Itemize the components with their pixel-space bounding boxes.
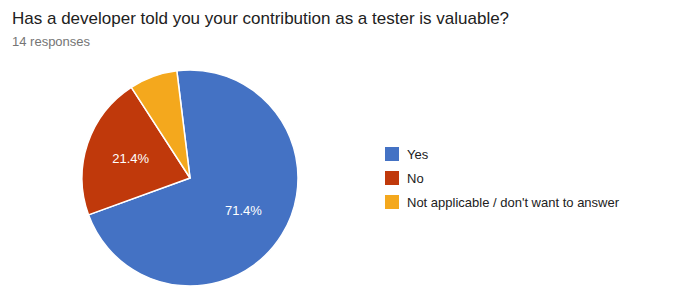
legend-swatch [385, 195, 399, 209]
legend-swatch [385, 147, 399, 161]
legend-label: Yes [407, 147, 429, 162]
pie [82, 70, 298, 286]
title: Has a developer told you your contributi… [12, 9, 509, 28]
legend-swatch [385, 171, 399, 185]
chart: Has a developer told you your contributi… [0, 0, 696, 297]
legend-item: Not applicable / don't want to answer [385, 195, 620, 210]
legend-item: No [385, 171, 424, 186]
legend: Yes No Not applicable / don't want to answ… [385, 147, 620, 210]
data-label: 21.4% [112, 151, 149, 166]
subtitle: 14 responses [12, 34, 91, 49]
legend-label: No [407, 171, 424, 186]
data-labels: 71.4% 21.4% [112, 151, 262, 219]
legend-item: Yes [385, 147, 429, 162]
legend-label: Not applicable / don't want to answer [407, 195, 620, 210]
data-label: 71.4% [225, 203, 262, 218]
